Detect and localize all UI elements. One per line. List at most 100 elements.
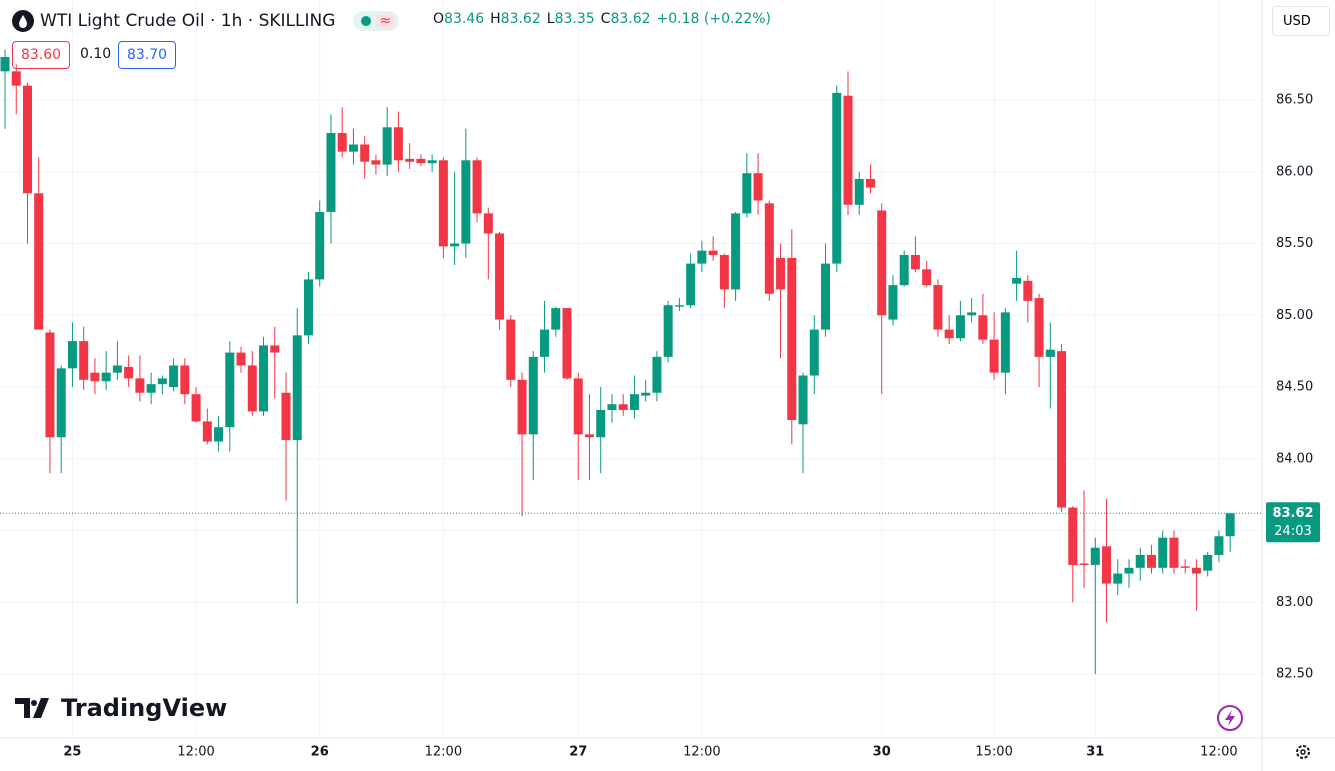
candle-body: [1090, 547, 1100, 565]
x-tick-label: 30: [873, 745, 891, 760]
candle-body: [0, 56, 10, 72]
candle-body: [135, 378, 145, 393]
lightning-button[interactable]: [1217, 705, 1243, 731]
candle-body: [1191, 567, 1201, 574]
candle-body: [753, 173, 763, 201]
candle-body: [405, 158, 415, 162]
candle-body: [1135, 554, 1145, 568]
candle-body: [461, 160, 471, 244]
settings-icon-center: [1300, 749, 1306, 755]
candle-body: [236, 352, 246, 366]
x-tick-label: 31: [1086, 745, 1104, 760]
x-tick-label: 12:00: [177, 745, 214, 760]
candle-body: [1169, 537, 1179, 568]
ohlc-legend: O83.46 H83.62 L83.35 C83.62 +0.18 (+0.22%): [433, 11, 777, 27]
value: 83.35: [554, 11, 595, 27]
y-tick-label: 83.00: [1276, 595, 1313, 610]
candle-body: [854, 178, 864, 205]
candle-body: [371, 160, 381, 165]
candle-body: [888, 285, 898, 320]
candle-body: [809, 329, 819, 376]
candle-body: [124, 366, 134, 379]
candle-body: [281, 392, 291, 441]
candle-body: [225, 352, 235, 428]
candle-body: [1124, 567, 1134, 574]
candle-body: [629, 394, 639, 410]
change: +0.18 (+0.22%): [656, 11, 772, 27]
label: O: [433, 11, 445, 27]
candle-body: [1113, 573, 1123, 584]
x-tick-label: 15:00: [975, 745, 1012, 760]
value: 83.62: [500, 11, 541, 27]
candle-body: [483, 213, 493, 234]
candle-body: [101, 372, 111, 382]
logo-icon: [15, 698, 49, 718]
candle-body: [1034, 298, 1044, 357]
y-tick-label: 82.50: [1276, 667, 1313, 682]
candle-body: [382, 127, 392, 165]
candle-body: [978, 315, 988, 340]
bid-button[interactable]: 83.60: [12, 41, 71, 69]
candle-body: [843, 95, 853, 205]
symbol-icon: [12, 10, 34, 32]
ask-button[interactable]: 83.70: [118, 41, 177, 69]
price-tag-value: 83.62: [1272, 506, 1313, 521]
candle-body: [79, 341, 89, 380]
x-tick-label: 27: [569, 745, 587, 760]
x-tick-label: 25: [63, 745, 81, 760]
candle-body: [1146, 554, 1156, 568]
candle-body: [90, 372, 100, 382]
candle-body: [34, 193, 44, 330]
candle-body: [438, 160, 448, 247]
candle-body: [584, 434, 594, 438]
candle-body: [1057, 351, 1067, 508]
watermark: TradingView: [15, 694, 227, 722]
candle-body: [821, 263, 831, 330]
candle-body: [596, 409, 606, 438]
candle-body: [1203, 554, 1213, 571]
settings-button[interactable]: [1296, 745, 1310, 759]
candle-body: [776, 257, 786, 290]
currency-button[interactable]: USD: [1272, 6, 1330, 36]
candle-body: [427, 160, 437, 164]
market-status[interactable]: ≈: [353, 11, 400, 31]
candle-body: [674, 305, 684, 307]
candle-body: [832, 92, 842, 264]
candle-body: [944, 329, 954, 339]
candle-body: [1023, 280, 1033, 301]
candle-body: [540, 329, 550, 357]
value: 83.62: [610, 11, 651, 27]
candle-body: [259, 345, 269, 412]
candle-body: [472, 160, 482, 214]
candle-body: [708, 250, 718, 255]
label: L: [546, 11, 555, 27]
candle-body: [495, 233, 505, 320]
candle-body: [202, 421, 212, 442]
candle-body: [303, 279, 313, 336]
candle-body: [348, 144, 358, 152]
candle-body: [652, 356, 662, 393]
candle-body: [247, 365, 257, 412]
candle-body: [641, 392, 651, 396]
candle-body: [1012, 277, 1022, 284]
candle-body: [146, 384, 156, 393]
lightning-icon: [1225, 710, 1235, 726]
candle-body: [1225, 513, 1235, 537]
spread: 0.10: [80, 46, 112, 62]
candle-body: [877, 210, 887, 316]
symbol-title: WTI Light Crude Oil · 1h · SKILLING: [40, 11, 336, 31]
candle-body: [787, 257, 797, 421]
candle-body: [865, 178, 875, 188]
candle-body: [506, 319, 516, 380]
value: 83.46: [444, 11, 485, 27]
candle-body: [798, 375, 808, 425]
y-tick-label: 86.50: [1276, 93, 1313, 108]
candle-body: [112, 365, 122, 373]
candle-body: [180, 365, 190, 395]
label: C: [600, 11, 611, 27]
candle-body: [967, 312, 977, 316]
candle-body: [67, 341, 77, 369]
candle-body: [1102, 546, 1112, 584]
